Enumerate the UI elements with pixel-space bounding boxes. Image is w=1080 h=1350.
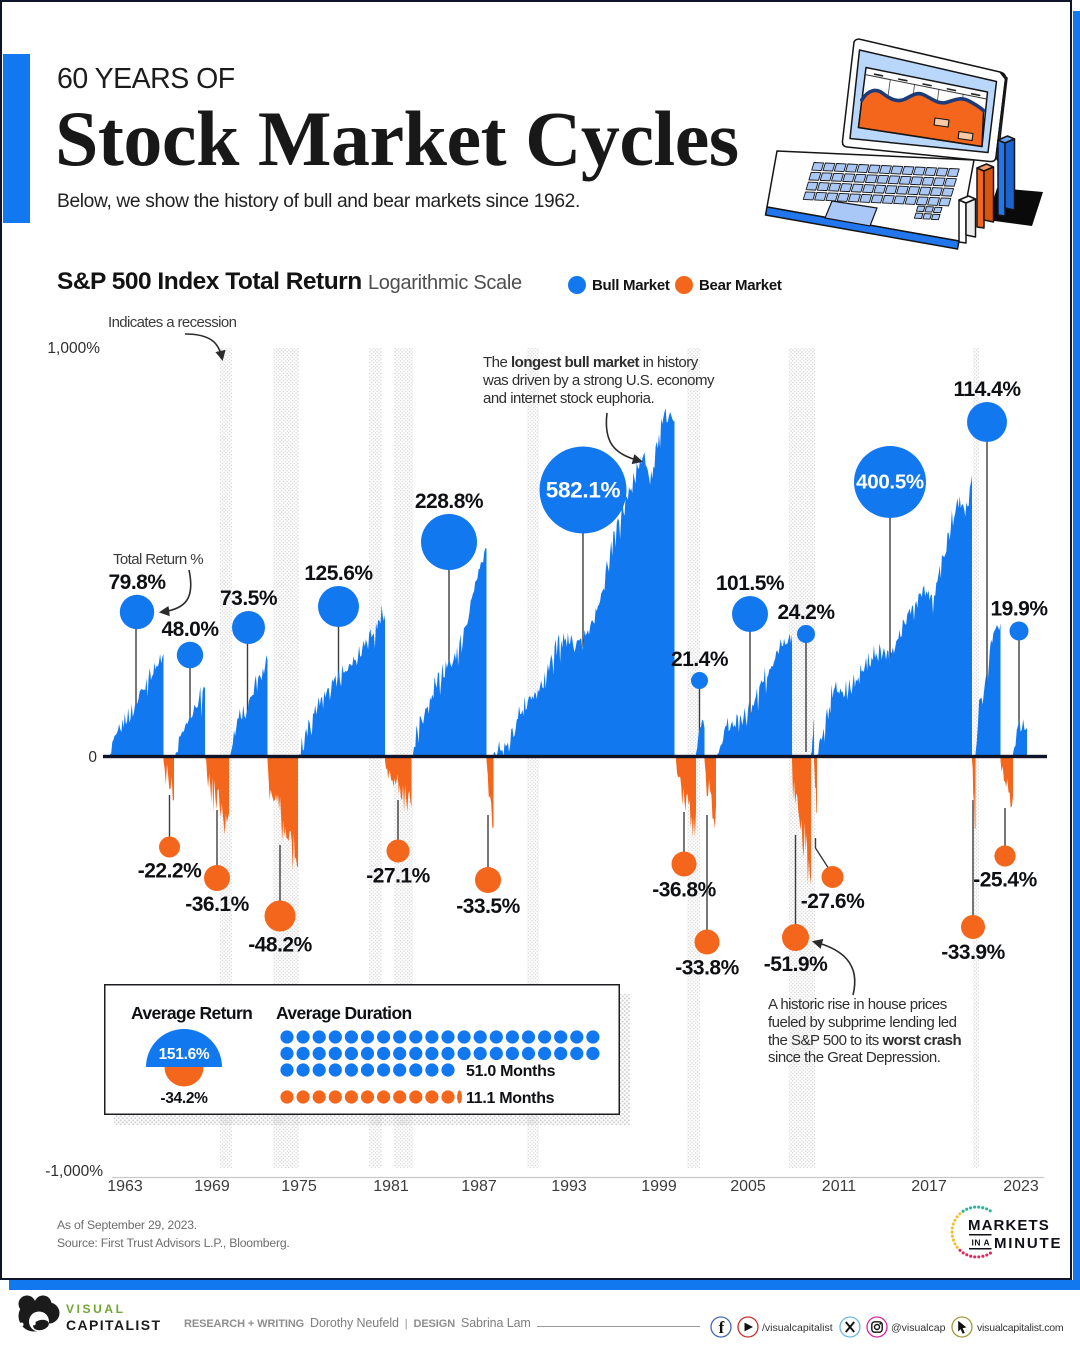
svg-text:51.0 Months: 51.0 Months bbox=[466, 1063, 556, 1080]
svg-text:228.8%: 228.8% bbox=[415, 490, 484, 513]
svg-text:IN A: IN A bbox=[972, 1238, 991, 1248]
svg-text:1987: 1987 bbox=[461, 1178, 497, 1195]
svg-text:-27.1%: -27.1% bbox=[366, 865, 430, 888]
svg-text:-1,000%: -1,000% bbox=[45, 1163, 103, 1180]
svg-text:-51.9%: -51.9% bbox=[764, 953, 828, 976]
svg-text:114.4%: 114.4% bbox=[953, 378, 1021, 401]
svg-text:101.5%: 101.5% bbox=[716, 572, 785, 595]
svg-text:visualcapitalist.com: visualcapitalist.com bbox=[977, 1322, 1064, 1334]
svg-text:19.9%: 19.9% bbox=[990, 598, 1048, 621]
svg-text:2005: 2005 bbox=[730, 1178, 766, 1195]
svg-text:Average Duration: Average Duration bbox=[276, 1003, 412, 1023]
svg-text:582.1%: 582.1% bbox=[546, 478, 621, 503]
svg-text:48.0%: 48.0% bbox=[161, 618, 219, 641]
svg-text:79.8%: 79.8% bbox=[108, 571, 166, 594]
svg-text:1975: 1975 bbox=[281, 1178, 317, 1195]
svg-text:1969: 1969 bbox=[194, 1178, 230, 1195]
svg-text:-22.2%: -22.2% bbox=[138, 860, 202, 883]
svg-text:73.5%: 73.5% bbox=[220, 587, 278, 610]
svg-text:VISUAL: VISUAL bbox=[66, 1302, 126, 1316]
svg-text:21.4%: 21.4% bbox=[671, 648, 729, 671]
svg-text:24.2%: 24.2% bbox=[777, 601, 835, 624]
svg-text:-34.2%: -34.2% bbox=[160, 1090, 208, 1107]
svg-text:CAPITALIST: CAPITALIST bbox=[66, 1317, 161, 1333]
svg-text:-48.2%: -48.2% bbox=[248, 934, 312, 957]
svg-text:-27.6%: -27.6% bbox=[801, 890, 865, 913]
svg-text:2023: 2023 bbox=[1003, 1178, 1039, 1195]
svg-text:-25.4%: -25.4% bbox=[973, 869, 1037, 892]
svg-text:-33.9%: -33.9% bbox=[941, 941, 1005, 964]
svg-text:@visualcap: @visualcap bbox=[891, 1322, 946, 1334]
svg-text:11.1 Months: 11.1 Months bbox=[466, 1090, 555, 1107]
svg-text:Average Return: Average Return bbox=[131, 1003, 252, 1023]
svg-text:1981: 1981 bbox=[373, 1178, 409, 1195]
svg-text:2017: 2017 bbox=[911, 1178, 947, 1195]
svg-text:125.6%: 125.6% bbox=[304, 562, 373, 585]
svg-text:1963: 1963 bbox=[107, 1178, 143, 1195]
svg-text:0: 0 bbox=[88, 749, 97, 766]
svg-text:400.5%: 400.5% bbox=[856, 471, 924, 494]
svg-text:-36.8%: -36.8% bbox=[652, 879, 716, 902]
svg-text:-33.8%: -33.8% bbox=[675, 957, 739, 980]
svg-text:2011: 2011 bbox=[822, 1178, 857, 1195]
svg-text:151.6%: 151.6% bbox=[159, 1046, 210, 1063]
svg-text:MARKETS: MARKETS bbox=[968, 1217, 1050, 1234]
svg-text:1993: 1993 bbox=[551, 1178, 587, 1195]
svg-text:/visualcapitalist: /visualcapitalist bbox=[762, 1322, 833, 1334]
svg-text:1,000%: 1,000% bbox=[47, 340, 100, 357]
svg-text:1999: 1999 bbox=[641, 1178, 677, 1195]
svg-text:-36.1%: -36.1% bbox=[185, 893, 249, 916]
svg-text:MINUTE: MINUTE bbox=[994, 1235, 1062, 1252]
svg-text:-33.5%: -33.5% bbox=[456, 895, 520, 918]
svg-text:f: f bbox=[719, 1318, 725, 1337]
